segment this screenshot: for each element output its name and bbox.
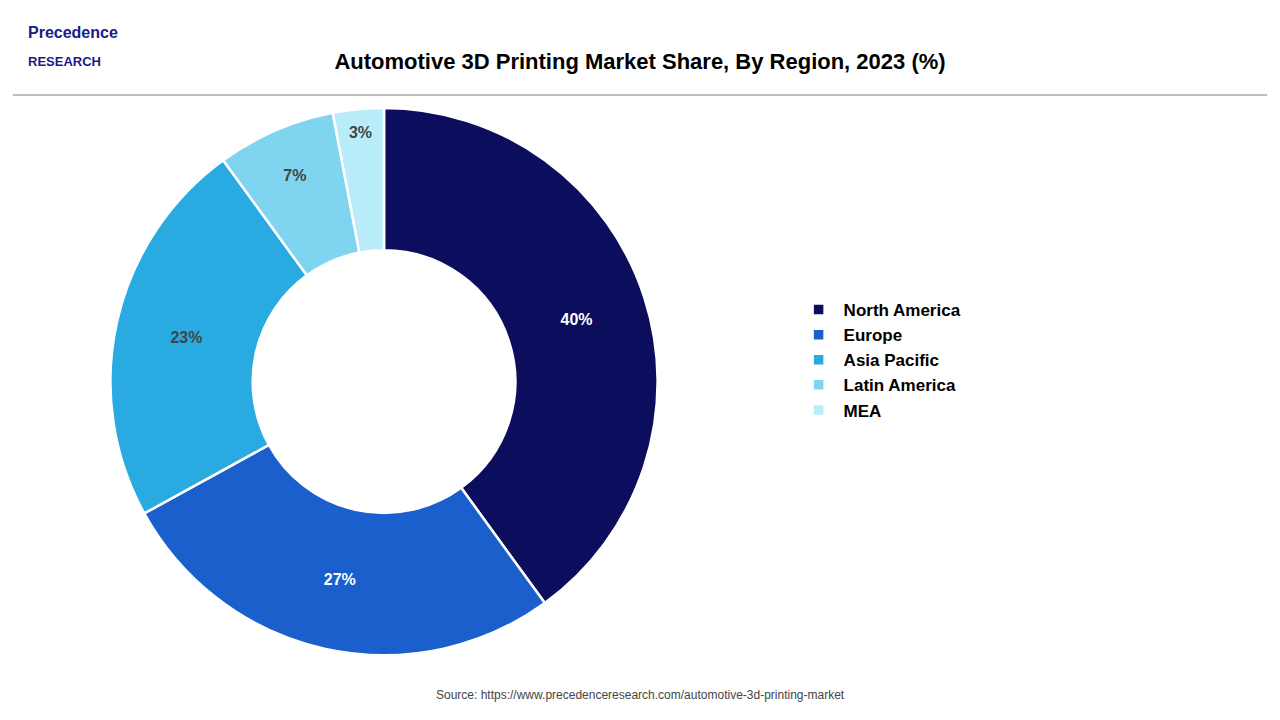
svg-text:North America: North America [844,301,961,320]
svg-text:Latin America: Latin America [844,376,956,395]
svg-text:Europe: Europe [844,326,903,345]
svg-text:3%: 3% [349,124,372,141]
svg-text:Source: https://www.precedence: Source: https://www.precedenceresearch.c… [436,688,845,702]
svg-text:Precedence: Precedence [28,24,118,41]
svg-text:Asia Pacific: Asia Pacific [844,351,939,370]
svg-text:RESEARCH: RESEARCH [28,54,101,69]
svg-text:Automotive 3D Printing Market: Automotive 3D Printing Market Share, By … [334,49,945,74]
svg-text:MEA: MEA [844,402,882,421]
svg-text:7%: 7% [283,167,306,184]
svg-text:40%: 40% [561,311,593,328]
svg-text:27%: 27% [324,571,356,588]
svg-text:23%: 23% [170,329,202,346]
